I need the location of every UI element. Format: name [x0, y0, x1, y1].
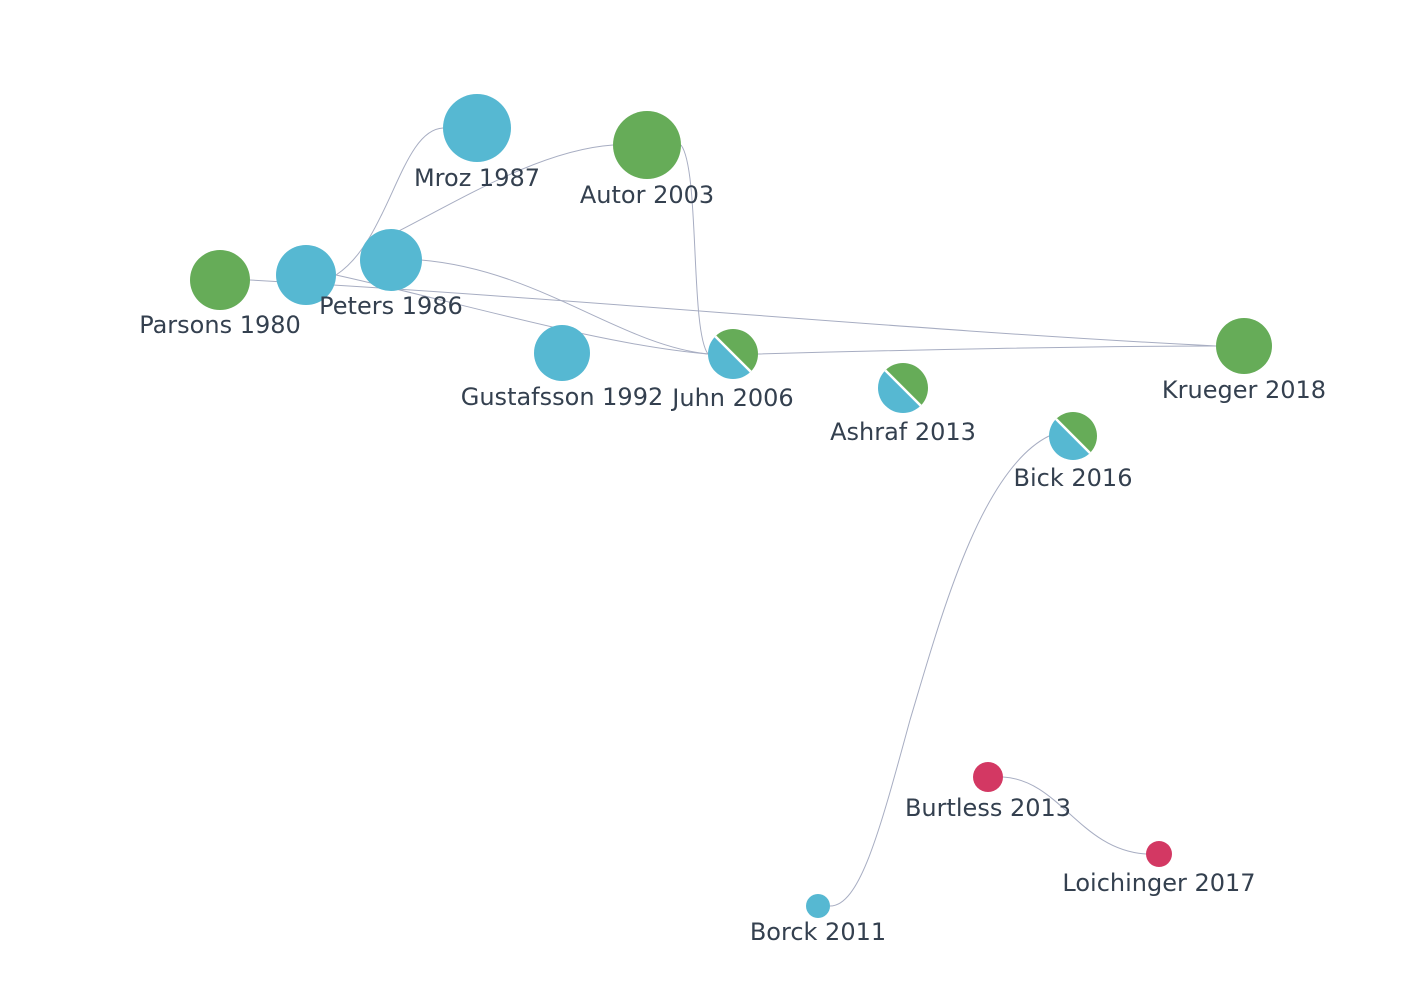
ashraf-2013-label: Ashraf 2013 — [830, 418, 976, 446]
nodes-layer — [190, 94, 1272, 918]
node-circle — [276, 245, 336, 305]
mroz-1987-label: Mroz 1987 — [414, 164, 540, 192]
node-circle — [806, 894, 830, 918]
parsons-1980-node[interactable] — [190, 250, 250, 310]
gustafsson-1992-label: Gustafsson 1992 — [461, 383, 664, 411]
peters-1986-label: Peters 1986 — [319, 292, 463, 320]
node-circle — [534, 325, 590, 381]
node-circle — [443, 94, 511, 162]
labels-layer: Parsons 1980 Peters 1986 Mroz 1987 Autor 20… — [139, 164, 1326, 946]
node-half-green — [885, 362, 929, 406]
burtless-2013-node[interactable] — [973, 762, 1003, 792]
edge-bick2016-to-borck2011 — [829, 435, 1050, 907]
node-half-green — [1056, 412, 1097, 453]
edge-juhn2006-to-krueger2018 — [757, 345, 1217, 355]
node-circle — [973, 762, 1003, 792]
node-half-blue — [877, 370, 921, 413]
node-half-blue — [708, 336, 751, 379]
node-half-blue — [1049, 419, 1090, 460]
borck-2011-label: Borck 2011 — [750, 918, 886, 946]
burtless-2013-label: Burtless 2013 — [905, 794, 1071, 822]
ashraf-2013-node[interactable] — [877, 362, 929, 413]
edge-burtless2013-to-loichinger2017 — [1002, 776, 1147, 855]
edge-node_a-to-autor2003 — [390, 144, 614, 236]
juhn-2006-label: Juhn 2006 — [670, 384, 793, 412]
bick-2016-node[interactable] — [1049, 412, 1097, 460]
autor-2003-node[interactable] — [613, 111, 681, 179]
loichinger-2017-node[interactable] — [1146, 841, 1172, 867]
edge-peters1986-to-mroz1987 — [335, 127, 444, 276]
gustafsson-1992-node[interactable] — [534, 325, 590, 381]
juhn-2006-node[interactable] — [708, 329, 759, 379]
edge-node_a-to-juhn2006 — [420, 259, 709, 355]
node-half-green — [715, 329, 759, 372]
parsons-1980-label: Parsons 1980 — [139, 311, 301, 339]
loichinger-2017-label: Loichinger 2017 — [1062, 869, 1255, 897]
krueger-2018-node[interactable] — [1216, 318, 1272, 374]
node-split-line — [1055, 418, 1091, 454]
node-split-line — [884, 369, 922, 407]
node-circle — [190, 250, 250, 310]
borck-2011-node[interactable] — [806, 894, 830, 918]
node-split-line — [714, 335, 752, 373]
peters-1986-node[interactable] — [276, 245, 336, 305]
bick-2016-label: Bick 2016 — [1014, 464, 1133, 492]
mroz-1987-node[interactable] — [443, 94, 511, 162]
autor-2003-label: Autor 2003 — [580, 181, 714, 209]
unlabeled-node[interactable] — [360, 229, 422, 291]
node-circle — [1146, 841, 1172, 867]
node-circle — [360, 229, 422, 291]
krueger-2018-label: Krueger 2018 — [1162, 376, 1326, 404]
node-circle — [1216, 318, 1272, 374]
edge-autor2003-to-juhn2006 — [680, 144, 709, 355]
node-circle — [613, 111, 681, 179]
